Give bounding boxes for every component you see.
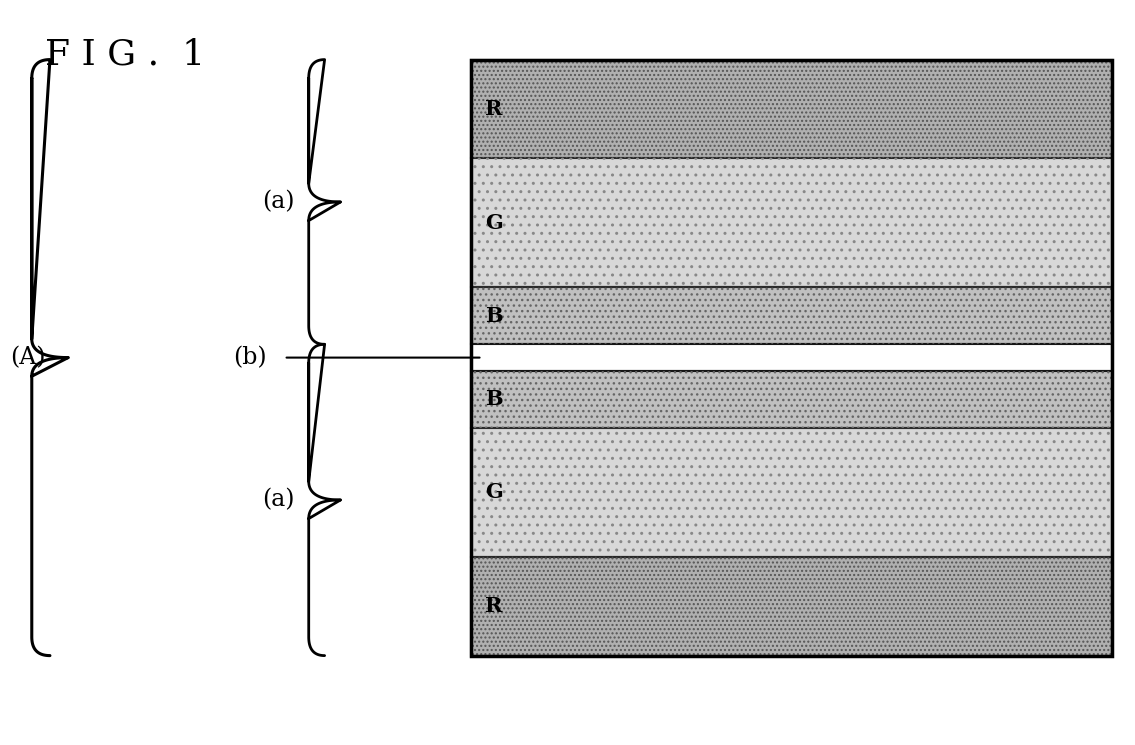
Text: (A): (A) <box>10 346 47 369</box>
Text: (a): (a) <box>262 191 294 214</box>
Bar <box>471 158 1112 288</box>
Bar <box>471 60 1112 656</box>
Text: R: R <box>485 99 502 119</box>
Bar <box>471 557 1112 656</box>
Text: R: R <box>485 596 502 616</box>
Text: (a): (a) <box>262 489 294 512</box>
Text: G: G <box>485 482 503 502</box>
Bar <box>471 557 1112 656</box>
Bar <box>471 428 1112 557</box>
Bar <box>471 428 1112 557</box>
Bar <box>471 60 1112 158</box>
Bar <box>471 288 1112 344</box>
Bar <box>471 344 1112 371</box>
Text: B: B <box>485 306 503 326</box>
Text: F I G .  1: F I G . 1 <box>45 37 205 72</box>
Bar <box>471 371 1112 428</box>
Text: (b): (b) <box>233 346 267 369</box>
Bar <box>471 158 1112 288</box>
Text: B: B <box>485 390 503 409</box>
Bar <box>471 288 1112 344</box>
Text: G: G <box>485 213 503 233</box>
Bar <box>471 371 1112 428</box>
Bar <box>471 60 1112 158</box>
